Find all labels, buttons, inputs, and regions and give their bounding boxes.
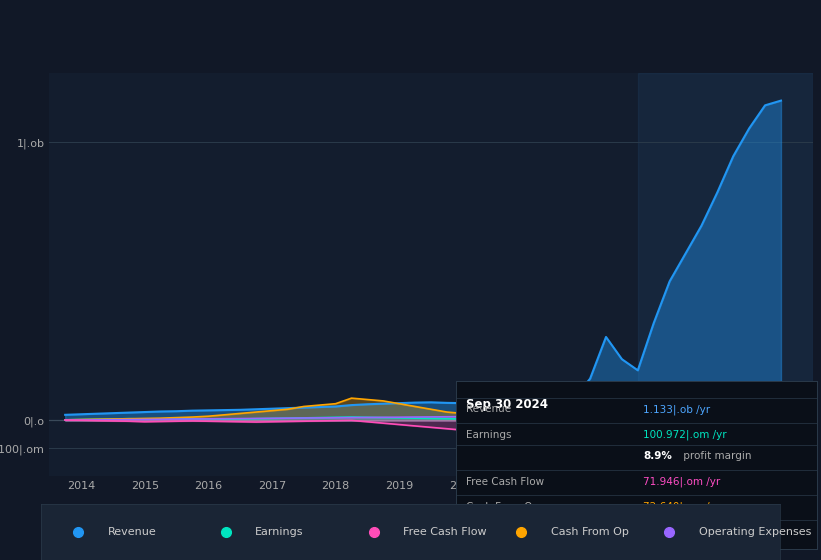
Text: Revenue: Revenue — [108, 527, 156, 537]
Text: Revenue: Revenue — [466, 404, 511, 414]
Text: Sep 30 2024: Sep 30 2024 — [466, 398, 548, 410]
Text: Cash From Op: Cash From Op — [466, 502, 539, 512]
Text: Free Cash Flow: Free Cash Flow — [466, 477, 544, 487]
Text: 8.9%: 8.9% — [644, 451, 672, 461]
Text: Earnings: Earnings — [255, 527, 304, 537]
Text: 72.640|.om /yr: 72.640|.om /yr — [644, 502, 721, 512]
Text: 64.721|.om /yr: 64.721|.om /yr — [644, 527, 721, 537]
Text: profit margin: profit margin — [680, 451, 751, 461]
Bar — [638, 73, 813, 476]
Text: Cash From Op: Cash From Op — [551, 527, 629, 537]
Text: 71.946|.om /yr: 71.946|.om /yr — [644, 477, 721, 487]
Text: Operating Expenses: Operating Expenses — [466, 527, 571, 537]
Text: 100.972|.om /yr: 100.972|.om /yr — [644, 430, 727, 440]
Text: 1.133|.ob /yr: 1.133|.ob /yr — [644, 404, 711, 414]
Text: Operating Expenses: Operating Expenses — [699, 527, 811, 537]
Text: Earnings: Earnings — [466, 430, 512, 440]
Text: Free Cash Flow: Free Cash Flow — [403, 527, 487, 537]
